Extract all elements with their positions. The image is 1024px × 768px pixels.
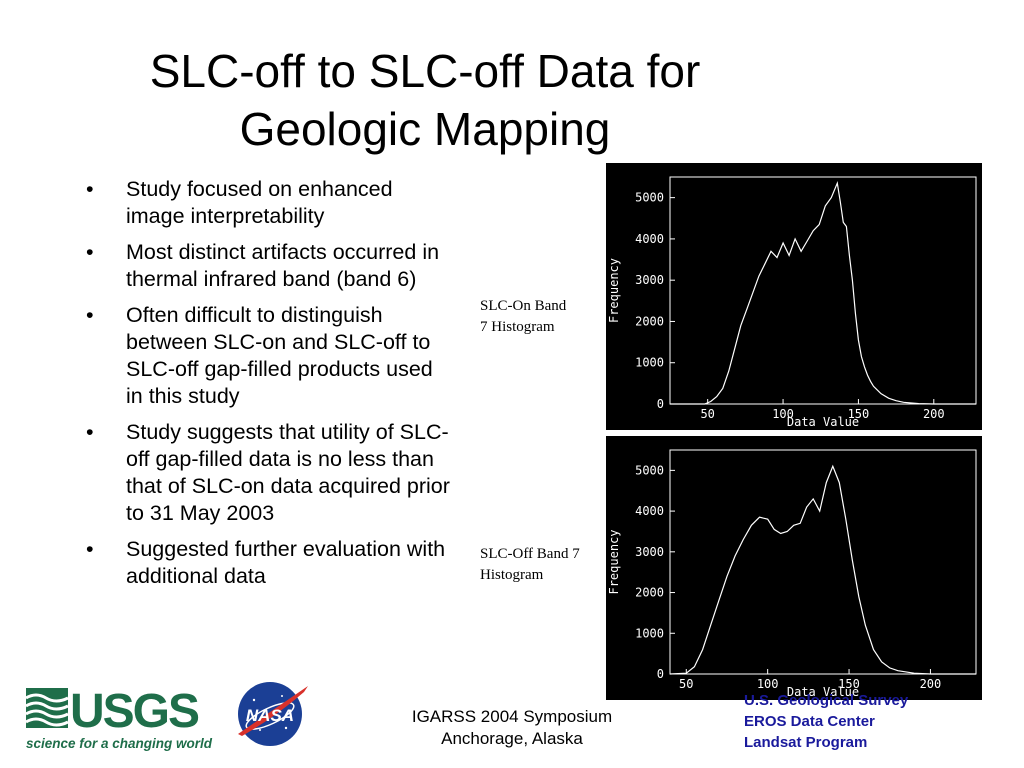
footer-event: IGARSS 2004 Symposium Anchorage, Alaska (380, 706, 644, 750)
bullet-item: Most distinct artifacts occurred in ther… (86, 239, 450, 293)
bullet-item: Suggested further evaluation with additi… (86, 536, 450, 590)
footer-line1: IGARSS 2004 Symposium (411, 707, 613, 726)
hist1-ytick-label: 0 (657, 667, 664, 681)
hist1-ytick-label: 4000 (635, 504, 664, 518)
bullet-list: Study focused on enhanced image interpre… (86, 176, 450, 599)
org-block: U.S. Geological Survey EROS Data Center … (744, 690, 908, 753)
bullet-item: Study suggests that utility of SLC-off g… (86, 419, 450, 527)
histogram-slc-off: 0 1000 2000 3000 4000 5000 50 100 150 200 Data Val… (606, 436, 982, 700)
hist1-series-line (669, 464, 976, 675)
histogram-slc-on-svg: 0 1000 2000 3000 4000 5000 50 100 150 200 Data Val… (607, 176, 977, 429)
hist0-frame (669, 176, 977, 405)
slide-title: SLC-off to SLC-off Data for Geologic Map… (40, 42, 810, 158)
hist0-series-line (670, 181, 976, 405)
hist1-xtick-label: 200 (920, 677, 942, 691)
hist0-ytick-label: 4000 (635, 232, 664, 246)
hist0-ytick-label: 0 (657, 397, 664, 411)
hist1-xtick-label: 50 (679, 677, 693, 691)
caption-slc-on-line1: SLC-On Band (480, 298, 567, 314)
nasa-logo: NASA (238, 682, 308, 746)
hist0-ylabel: Frequency (607, 258, 621, 323)
hist1-ytick-label: 5000 (635, 463, 664, 477)
hist1-ytick-label: 2000 (635, 586, 664, 600)
nasa-logo-wordmark: NASA (246, 706, 294, 725)
bullet-item: Often difficult to distinguish between S… (86, 302, 450, 410)
hist0-xtick-label: 150 (848, 407, 870, 421)
bullet-item: Study focused on enhanced image interpre… (86, 176, 450, 230)
usgs-logo-wordmark: USGS (70, 685, 199, 738)
hist1-xtick-label: 150 (838, 677, 860, 691)
slide-title-line1: SLC-off to SLC-off Data for (149, 45, 701, 97)
footer-line2: Anchorage, Alaska (441, 729, 583, 748)
usgs-wave-icon (25, 688, 69, 728)
caption-slc-off-line2: Histogram (480, 567, 544, 583)
caption-slc-off-line1: SLC-Off Band 7 (480, 546, 580, 562)
hist0-ytick-label: 2000 (635, 314, 664, 328)
usgs-tagline: science for a changing world (26, 736, 213, 751)
hist1-xtick-label: 100 (757, 677, 779, 691)
hist0-xtick-label: 100 (772, 407, 794, 421)
hist0-xtick-label: 200 (923, 407, 945, 421)
caption-slc-on-line2: 7 Histogram (480, 319, 555, 335)
hist1-frame (669, 449, 977, 675)
hist1-xlabel: Data Value (787, 685, 859, 699)
hist1-ylabel: Frequency (607, 529, 621, 594)
org-line1: U.S. Geological Survey (744, 692, 909, 709)
usgs-logo: USGS science for a changing world (25, 685, 213, 751)
hist1-ytick-label: 1000 (635, 626, 664, 640)
hist1-ytick-label: 3000 (635, 545, 664, 559)
histogram-slc-on: 0 1000 2000 3000 4000 5000 50 100 150 200 Data Val… (606, 163, 982, 430)
histogram-slc-off-svg: 0 1000 2000 3000 4000 5000 50 100 150 200 Data Val… (607, 449, 977, 699)
caption-slc-on: SLC-On Band 7 Histogram (480, 296, 566, 338)
org-line2: EROS Data Center (744, 713, 875, 730)
hist0-ytick-label: 1000 (635, 356, 664, 370)
hist0-xtick-label: 50 (700, 407, 714, 421)
org-line3: Landsat Program (744, 734, 868, 751)
slide-title-line2: Geologic Mapping (239, 103, 611, 155)
hist0-xlabel: Data Value (787, 415, 859, 429)
caption-slc-off: SLC-Off Band 7 Histogram (480, 544, 580, 586)
hist0-ytick-label: 3000 (635, 273, 664, 287)
hist0-ytick-label: 5000 (635, 191, 664, 205)
